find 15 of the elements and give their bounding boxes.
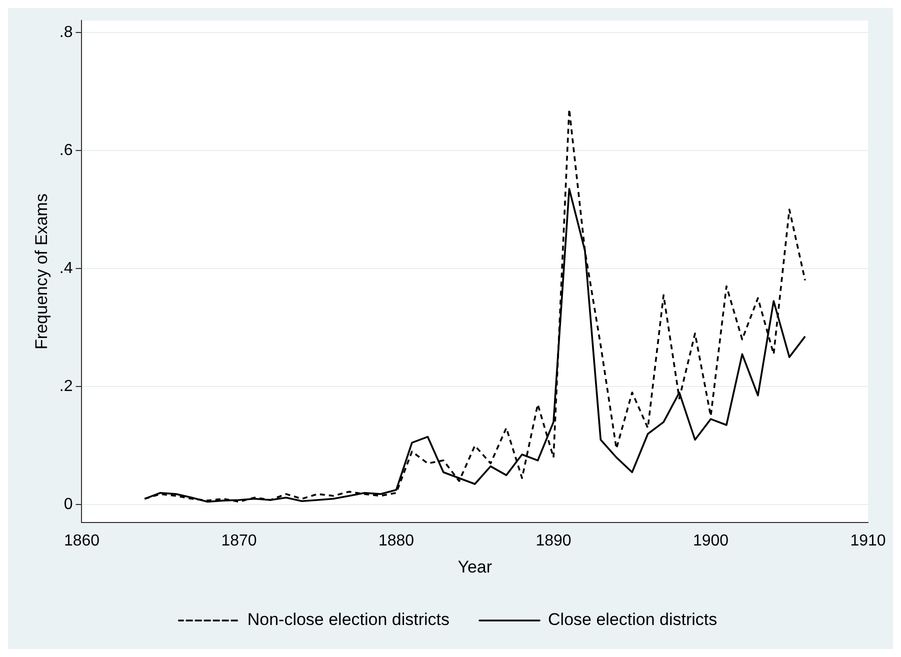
y-tick-label: 0: [64, 496, 73, 514]
x-tick-label: 1870: [221, 532, 257, 550]
y-tick-label: .8: [59, 24, 73, 41]
y-tick-label: .6: [59, 142, 73, 159]
x-tick-label: 1910: [850, 532, 886, 550]
y-axis-title: Frequency of Exams: [32, 194, 51, 350]
y-tick-label: .4: [59, 260, 73, 277]
legend-label: Non-close election districts: [247, 610, 450, 630]
y-tick-label: .2: [59, 378, 73, 396]
legend-label: Close election districts: [548, 610, 718, 630]
x-tick-label: 1890: [536, 532, 572, 550]
x-tick-label: 1880: [378, 532, 414, 550]
x-axis-title: Year: [458, 557, 492, 576]
x-tick-label: 1900: [692, 532, 729, 550]
x-tick-label: 1860: [64, 532, 100, 550]
